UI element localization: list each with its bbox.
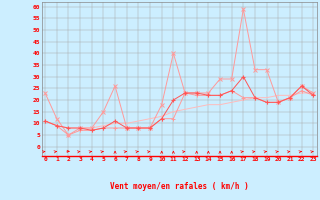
X-axis label: Vent moyen/en rafales ( km/h ): Vent moyen/en rafales ( km/h ) — [110, 182, 249, 191]
